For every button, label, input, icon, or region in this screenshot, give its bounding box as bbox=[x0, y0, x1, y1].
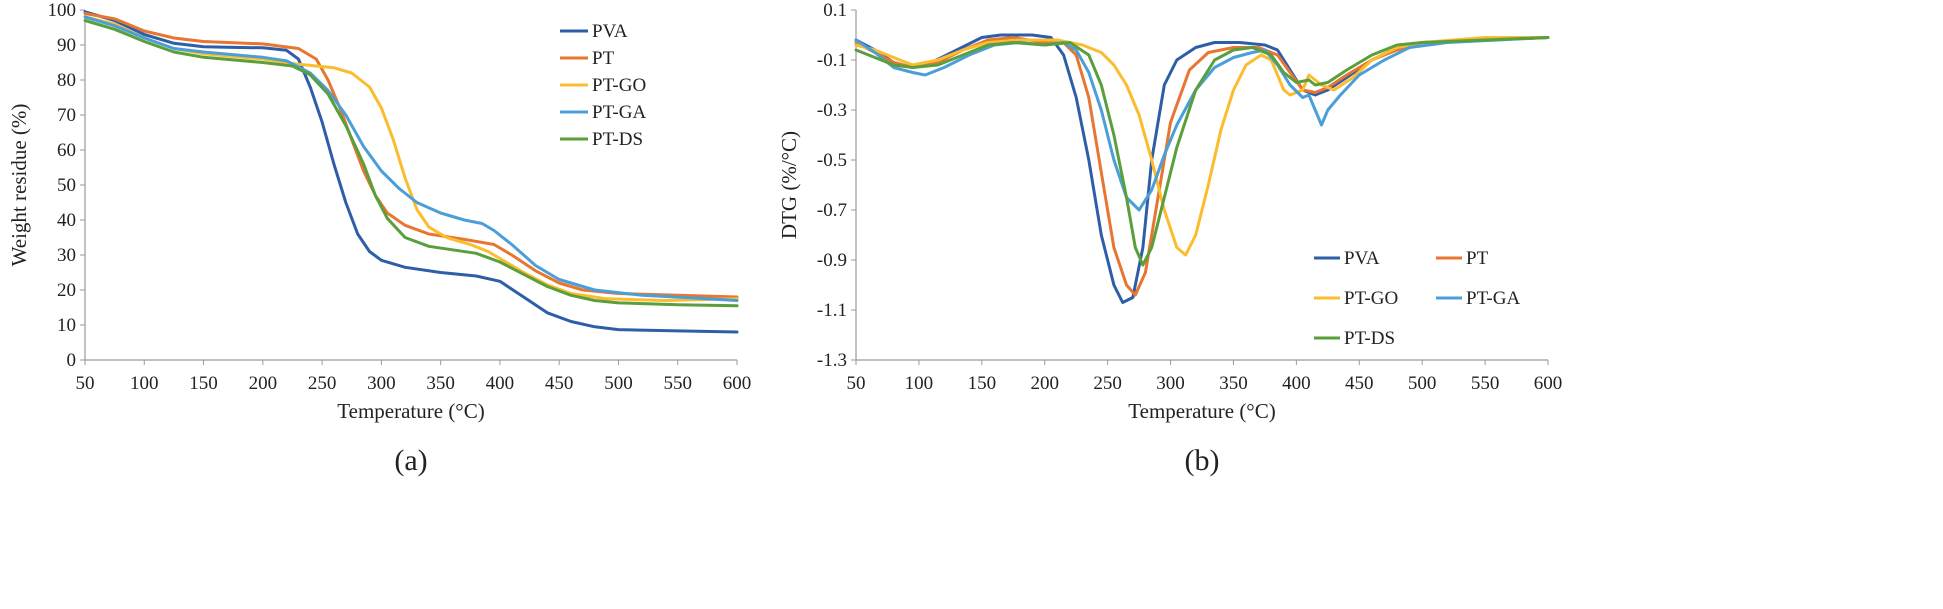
x-axis-label: Temperature (°C) bbox=[337, 399, 484, 423]
y-tick-label: 0.1 bbox=[823, 0, 847, 21]
x-tick-label: 400 bbox=[486, 373, 515, 394]
x-tick-label: 100 bbox=[130, 373, 159, 394]
legend-label-pt-ga: PT-GA bbox=[1466, 288, 1520, 309]
y-tick-label: 20 bbox=[57, 280, 76, 301]
legend-label-pt: PT bbox=[592, 48, 615, 69]
series-line-pt-ga bbox=[83, 15, 739, 302]
legend-label-pt-ds: PT-DS bbox=[1344, 328, 1395, 349]
series-line-pt-go bbox=[83, 15, 739, 302]
x-tick-label: 600 bbox=[1534, 373, 1563, 394]
x-axis-label: Temperature (°C) bbox=[1128, 399, 1275, 423]
y-tick-label: 100 bbox=[48, 0, 77, 21]
panel-a-tga-chart: 50 100 150 200 250 300 350 400 450 500 550 600 0 10 20… bbox=[7, 0, 751, 477]
legend-label-pt-go: PT-GO bbox=[1344, 288, 1398, 309]
legend-label-pt-ga: PT-GA bbox=[592, 102, 646, 123]
x-tick-label: 550 bbox=[663, 373, 692, 394]
series-line-pt-go bbox=[854, 36, 1550, 257]
x-tick-label: 100 bbox=[905, 373, 934, 394]
x-tick-label: 50 bbox=[76, 373, 95, 394]
legend-label-pt-ds: PT-DS bbox=[592, 129, 643, 150]
y-tick-label: 80 bbox=[57, 70, 76, 91]
x-tick-label: 550 bbox=[1471, 373, 1500, 394]
x-tick-label: 150 bbox=[968, 373, 997, 394]
x-tick-label: 350 bbox=[426, 373, 455, 394]
legend-label-pt: PT bbox=[1466, 248, 1489, 269]
series-line-pt bbox=[83, 12, 739, 299]
x-tick-label: 300 bbox=[367, 373, 396, 394]
y-tick-label: -0.1 bbox=[817, 50, 847, 71]
series-line-pva bbox=[854, 33, 1550, 304]
panel-label: (b) bbox=[1185, 444, 1220, 477]
y-tick-label: 40 bbox=[57, 210, 76, 231]
x-tick-label: 200 bbox=[249, 373, 278, 394]
panel-label: (a) bbox=[394, 444, 427, 477]
panel-b-dtg-chart: 50 100 150 200 250 300 350 400 450 500 550 600 0.1 -0… bbox=[777, 0, 1562, 477]
y-tick-label: 0 bbox=[67, 350, 77, 371]
x-tick-label: 450 bbox=[1345, 373, 1374, 394]
series-line-pt-ds bbox=[83, 19, 739, 308]
x-tick-label: 250 bbox=[1093, 373, 1122, 394]
legend-label-pva: PVA bbox=[592, 21, 628, 42]
y-tick-label: -0.9 bbox=[817, 250, 847, 271]
x-tick-label: 450 bbox=[545, 373, 574, 394]
y-tick-label: -1.1 bbox=[817, 300, 847, 321]
y-tick-label: 50 bbox=[57, 175, 76, 196]
y-tick-label: 30 bbox=[57, 245, 76, 266]
y-tick-label: -0.7 bbox=[817, 200, 847, 221]
x-tick-label: 400 bbox=[1282, 373, 1311, 394]
x-tick-label: 300 bbox=[1156, 373, 1185, 394]
y-tick-label: 90 bbox=[57, 35, 76, 56]
y-axis-label: DTG (%/°C) bbox=[777, 131, 801, 239]
x-tick-label: 150 bbox=[189, 373, 218, 394]
x-tick-label: 250 bbox=[308, 373, 337, 394]
legend-label-pt-go: PT-GO bbox=[592, 75, 646, 96]
legend-label-pva: PVA bbox=[1344, 248, 1380, 269]
series-line-pt-ga bbox=[854, 36, 1550, 212]
x-tick-label: 50 bbox=[847, 373, 866, 394]
series-line-pva bbox=[83, 10, 739, 334]
y-axis-label: Weight residue (%) bbox=[7, 104, 31, 267]
y-tick-label: -0.3 bbox=[817, 100, 847, 121]
series-line-pt-ds bbox=[854, 36, 1550, 267]
series-line-pt bbox=[854, 36, 1550, 297]
x-tick-label: 200 bbox=[1030, 373, 1059, 394]
x-tick-label: 500 bbox=[604, 373, 633, 394]
y-tick-label: -1.3 bbox=[817, 350, 847, 371]
y-tick-label: 60 bbox=[57, 140, 76, 161]
x-tick-label: 500 bbox=[1408, 373, 1437, 394]
y-tick-label: 70 bbox=[57, 105, 76, 126]
x-tick-label: 350 bbox=[1219, 373, 1248, 394]
y-tick-label: 10 bbox=[57, 315, 76, 336]
y-tick-label: -0.5 bbox=[817, 150, 847, 171]
x-tick-label: 600 bbox=[723, 373, 752, 394]
